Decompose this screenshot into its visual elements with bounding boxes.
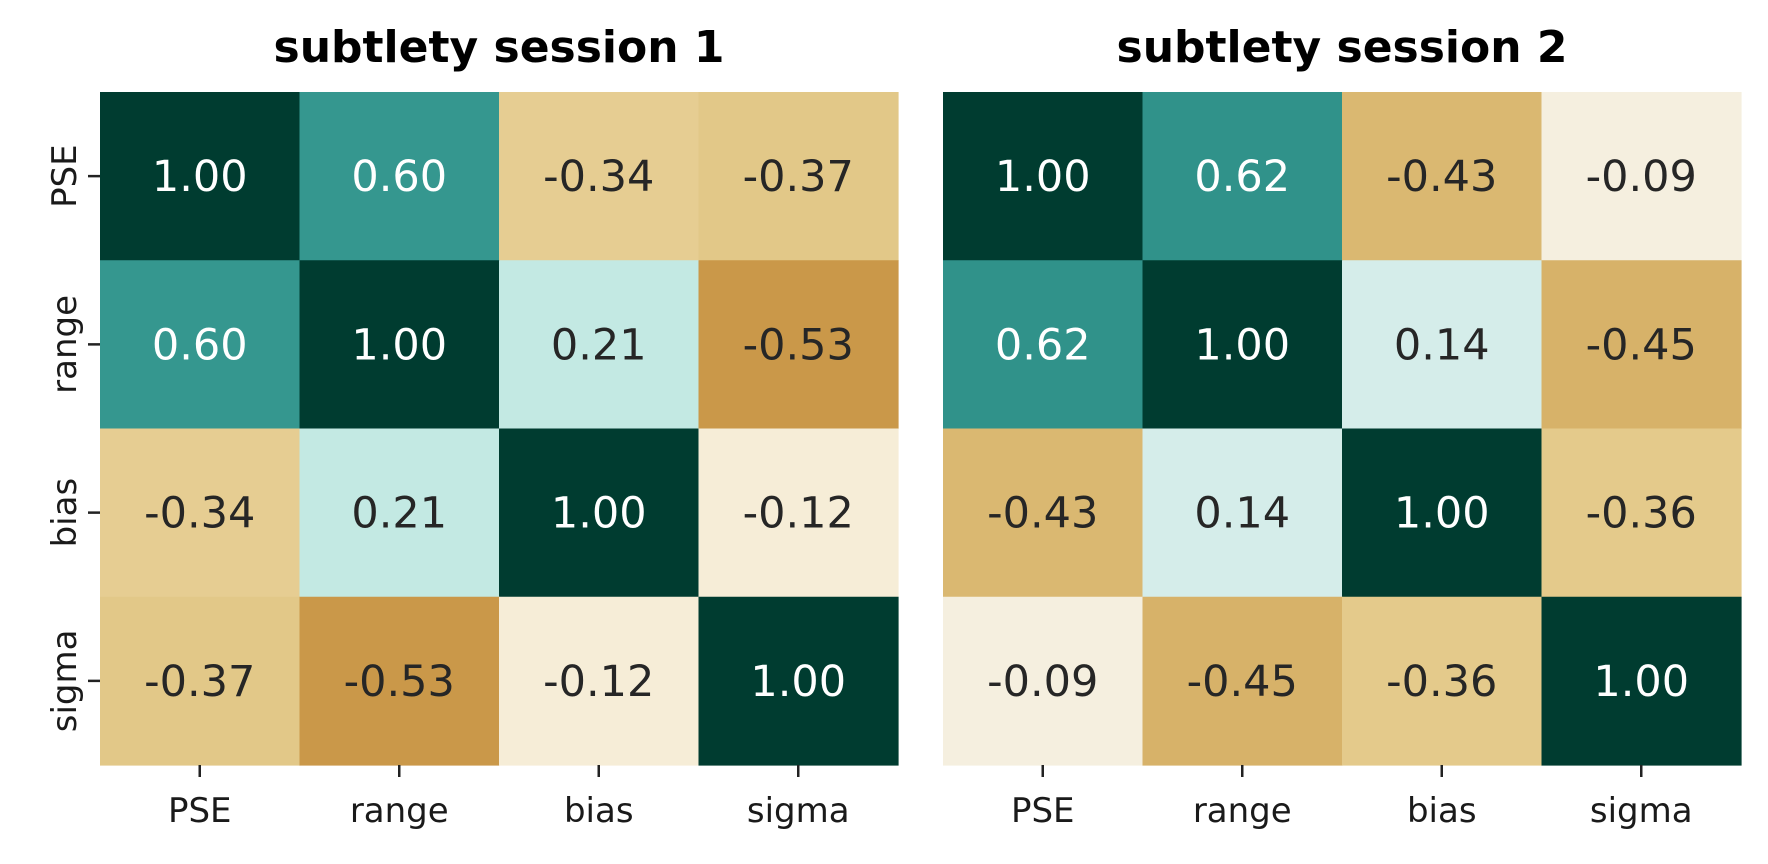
heatmap-cell	[1541, 596, 1742, 766]
heatmap-cell	[100, 92, 301, 261]
heatmap-cell	[499, 596, 700, 766]
heatmap-cell	[943, 596, 1144, 766]
heatmap-cell	[499, 428, 700, 598]
heatmap-cell	[1541, 92, 1742, 261]
x-tick-label: bias	[564, 791, 634, 831]
heatmap-cell	[299, 260, 500, 430]
cell-value-label: -0.43	[987, 489, 1098, 539]
heatmap-cell	[499, 260, 700, 430]
cell-value-label: -0.37	[144, 657, 255, 707]
cell-value-label: 1.00	[750, 657, 846, 707]
x-tick-label: PSE	[1011, 791, 1075, 831]
cell-value-label: 0.21	[551, 320, 647, 370]
cell-value-label: 0.60	[351, 152, 447, 202]
cell-value-label: 1.00	[551, 489, 647, 539]
heatmap-cell	[943, 428, 1144, 598]
heatmap-cell	[100, 428, 301, 598]
heatmap-panel-2: subtlety session 2 1.00 0.62 -0.43 -0.09 0.62…	[943, 22, 1742, 831]
heatmap-cell	[100, 260, 301, 430]
cell-value-label: -0.36	[1386, 657, 1497, 707]
x-tick-label: PSE	[168, 791, 232, 831]
heatmap-cell	[698, 92, 899, 261]
x-tick-label: bias	[1407, 791, 1477, 831]
heatmap-cell	[698, 596, 899, 766]
cell-value-label: 1.00	[1394, 489, 1490, 539]
cell-value-label: -0.36	[1586, 489, 1697, 539]
x-tick-label: sigma	[1590, 791, 1693, 831]
cell-value-label: -0.45	[1187, 657, 1298, 707]
heatmap-cell	[1342, 428, 1543, 598]
cell-value-label: 0.21	[351, 489, 447, 539]
heatmap-cell	[1142, 92, 1343, 261]
heatmap-cell	[943, 92, 1144, 261]
cell-value-label: -0.37	[743, 152, 854, 202]
heatmap-cell	[1342, 92, 1543, 261]
heatmap-cell	[299, 92, 500, 261]
heatmap-cell	[698, 260, 899, 430]
cell-value-label: 1.00	[1194, 320, 1290, 370]
heatmap-cell	[1342, 260, 1543, 430]
y-tick-label: bias	[45, 478, 85, 548]
chart-title: subtlety session 1	[274, 22, 725, 73]
y-tick-label: range	[45, 295, 85, 394]
chart-title: subtlety session 2	[1117, 22, 1568, 73]
cell-value-label: 1.00	[152, 152, 248, 202]
heatmap-cell	[1541, 260, 1742, 430]
cell-value-label: 0.62	[995, 320, 1091, 370]
cell-value-label: 0.60	[152, 320, 248, 370]
heatmap-cell	[299, 596, 500, 766]
cell-value-label: -0.12	[743, 489, 854, 539]
cell-value-label: 0.14	[1194, 489, 1290, 539]
cell-value-label: 1.00	[351, 320, 447, 370]
cell-value-label: 0.62	[1194, 152, 1290, 202]
heatmap-cell	[698, 428, 899, 598]
heatmap-cell	[1142, 260, 1343, 430]
cell-value-label: -0.09	[1586, 152, 1697, 202]
heatmap-cell	[1541, 428, 1742, 598]
x-tick-label: sigma	[747, 791, 850, 831]
y-tick-label: PSE	[45, 144, 85, 208]
cell-value-label: -0.34	[543, 152, 654, 202]
cell-value-label: -0.34	[144, 489, 255, 539]
x-tick-label: range	[350, 791, 449, 831]
y-tick-label: sigma	[45, 630, 85, 733]
cell-value-label: -0.45	[1586, 320, 1697, 370]
cell-value-label: 0.14	[1394, 320, 1490, 370]
heatmap-cell	[1142, 428, 1343, 598]
cell-value-label: -0.53	[743, 320, 854, 370]
cell-value-label: -0.12	[543, 657, 654, 707]
heatmap-cell	[499, 92, 700, 261]
heatmap-panel-1: subtlety session 1 1.00 0.60 -0.34 -0.37 0.60…	[45, 22, 899, 831]
heatmap-cell	[299, 428, 500, 598]
cell-value-label: -0.43	[1386, 152, 1497, 202]
heatmap-cell	[100, 596, 301, 766]
heatmap-cell	[1142, 596, 1343, 766]
x-tick-label: range	[1193, 791, 1292, 831]
heatmap-cell	[1342, 596, 1543, 766]
heatmap-cell	[943, 260, 1144, 430]
cell-value-label: -0.53	[344, 657, 455, 707]
cell-value-label: 1.00	[995, 152, 1091, 202]
cell-value-label: 1.00	[1593, 657, 1689, 707]
cell-value-label: -0.09	[987, 657, 1098, 707]
